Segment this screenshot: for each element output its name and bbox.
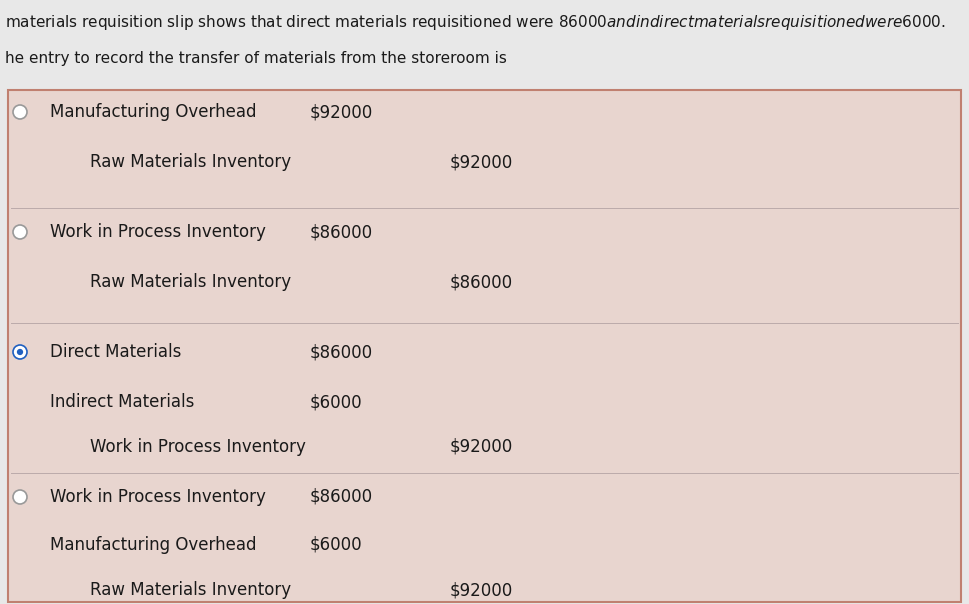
Text: $6000: $6000 [310,536,362,554]
Bar [0,0,969,88]
Text: $86000: $86000 [450,273,514,291]
Text: Raw Materials Inventory: Raw Materials Inventory [90,581,291,599]
Text: $86000: $86000 [310,488,373,506]
Circle shape [16,349,23,355]
Text: he entry to record the transfer of materials from the storeroom is: he entry to record the transfer of mater… [5,51,507,65]
Bar [8,90,961,602]
Text: materials requisition slip shows that direct materials requisitioned were $86000: materials requisition slip shows that di… [5,13,946,31]
Text: Raw Materials Inventory: Raw Materials Inventory [90,273,291,291]
Circle shape [13,225,27,239]
Text: $86000: $86000 [310,223,373,241]
Text: Raw Materials Inventory: Raw Materials Inventory [90,153,291,171]
Text: $6000: $6000 [310,393,362,411]
Text: Indirect Materials: Indirect Materials [50,393,195,411]
Text: Manufacturing Overhead: Manufacturing Overhead [50,536,257,554]
Text: $86000: $86000 [310,343,373,361]
Text: Direct Materials: Direct Materials [50,343,181,361]
Text: $92000: $92000 [310,103,373,121]
Text: Work in Process Inventory: Work in Process Inventory [50,223,266,241]
Text: Work in Process Inventory: Work in Process Inventory [90,438,306,456]
Text: $92000: $92000 [450,581,514,599]
Text: Manufacturing Overhead: Manufacturing Overhead [50,103,257,121]
Circle shape [13,490,27,504]
Text: $92000: $92000 [450,438,514,456]
Text: $92000: $92000 [450,153,514,171]
Text: Work in Process Inventory: Work in Process Inventory [50,488,266,506]
Circle shape [13,345,27,359]
Circle shape [13,105,27,119]
